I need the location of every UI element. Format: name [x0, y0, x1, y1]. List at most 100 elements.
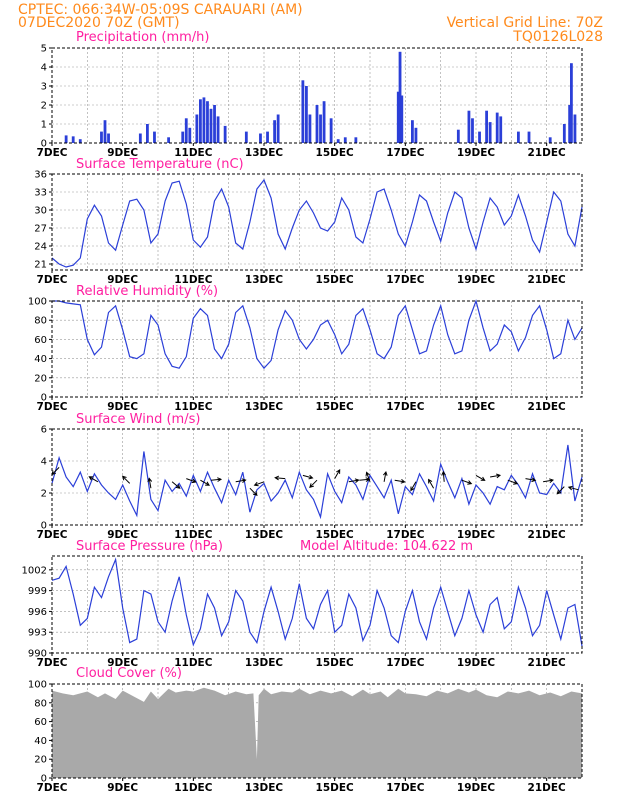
wind-direction-arrow	[274, 475, 286, 481]
y-tick-label: 100	[28, 297, 47, 308]
relative-humidity-panel: Relative Humidity (%) 0 20 40 60 80 100 7DEC 9D…	[28, 284, 583, 413]
y-tick-label: 27	[34, 224, 47, 235]
precip-bar	[517, 131, 520, 143]
wind-direction-arrow	[461, 479, 473, 485]
x-tick-label: 7DEC	[37, 274, 68, 286]
x-tick-label: 15DEC	[316, 274, 355, 286]
precip-bar	[414, 127, 418, 143]
precip-bar	[400, 95, 404, 143]
x-tick-label: 19DEC	[457, 147, 496, 159]
wind-direction-arrow	[410, 481, 417, 492]
x-tick-label: 11DEC	[174, 782, 213, 794]
precip-bar	[276, 114, 280, 143]
precip-bar	[343, 137, 347, 143]
rh-series-line	[52, 299, 583, 370]
x-tick-label: 13DEC	[245, 529, 284, 541]
x-tick-label: 9DEC	[107, 274, 138, 286]
x-tick-label: 17DEC	[386, 657, 425, 669]
x-tick-label: 19DEC	[457, 657, 496, 669]
x-tick-label: 9DEC	[107, 657, 138, 669]
x-tick-label: 11DEC	[174, 274, 213, 286]
wind-direction-arrow	[567, 485, 579, 491]
precip-bar	[100, 131, 103, 143]
y-tick-label: 990	[28, 649, 47, 660]
y-tick-label: 6	[41, 425, 47, 436]
y-tick-label: 40	[34, 354, 47, 365]
wind-direction-arrow	[383, 470, 388, 482]
x-tick-label: 17DEC	[386, 529, 425, 541]
precip-bar	[184, 118, 188, 143]
wind-direction-arrow	[121, 475, 131, 484]
precip-bar	[273, 120, 276, 143]
precip-bar	[456, 129, 460, 143]
precip-bar	[107, 133, 110, 143]
x-tick-label: 21DEC	[528, 657, 567, 669]
wind-direction-arrow	[365, 471, 371, 482]
y-tick-label: 5	[41, 44, 47, 55]
x-tick-label: 19DEC	[457, 782, 496, 794]
x-tick-label: 15DEC	[316, 657, 355, 669]
surface-wind-title: Surface Wind (m/s)	[76, 412, 200, 427]
y-tick-label: 60	[34, 335, 47, 346]
surface-pressure-title: Surface Pressure (hPa)	[76, 539, 223, 554]
precip-bar	[319, 114, 322, 143]
x-tick-label: 17DEC	[386, 401, 425, 413]
surface-pressure-panel: Surface Pressure (hPa) Model Altitude: 1…	[22, 539, 583, 669]
x-tick-label: 9DEC	[107, 529, 138, 541]
x-tick-label: 13DEC	[245, 657, 284, 669]
wind-direction-arrow	[147, 477, 153, 489]
precip-bar	[322, 101, 326, 143]
precip-bar	[411, 120, 414, 143]
x-tick-label: 7DEC	[37, 529, 68, 541]
x-tick-label: 7DEC	[37, 657, 68, 669]
y-tick-label: 2	[41, 101, 47, 112]
wind-direction-arrow	[302, 474, 314, 480]
precip-bar	[329, 118, 333, 143]
precip-bar	[467, 110, 471, 143]
cloud-frame	[51, 683, 583, 779]
x-tick-label: 19DEC	[457, 401, 496, 413]
x-tick-label: 11DEC	[174, 401, 213, 413]
precip-bar	[153, 131, 156, 143]
wind-direction-arrow	[235, 478, 247, 483]
y-tick-label: 21	[34, 260, 47, 271]
y-tick-label: 60	[34, 717, 47, 728]
precip-bar	[527, 131, 531, 143]
y-tick-label: 4	[41, 457, 47, 468]
wind-direction-arrow	[186, 478, 197, 484]
wind-direction-arrow	[441, 470, 446, 482]
y-tick-label: 0	[41, 774, 47, 785]
wind-direction-arrow	[171, 481, 181, 489]
x-tick-label: 11DEC	[174, 147, 213, 159]
precip-bar	[398, 51, 402, 143]
precip-bar	[308, 114, 312, 143]
precipitation-title: Precipitation (mm/h)	[76, 30, 209, 45]
precip-bar	[195, 114, 199, 143]
wind-direction-arrow	[334, 468, 341, 479]
y-tick-label: 0	[41, 393, 47, 404]
wind-direction-arrow	[525, 477, 537, 483]
precip-bar	[266, 131, 269, 143]
y-tick-label: 36	[34, 170, 47, 181]
precip-bar	[213, 105, 216, 143]
precip-bar	[206, 101, 209, 143]
precip-bar	[259, 133, 262, 143]
wind-direction-arrow	[88, 476, 99, 483]
precip-bar	[202, 97, 206, 143]
precip-bar	[301, 80, 305, 143]
rh-frame	[51, 300, 583, 398]
x-tick-label: 17DEC	[386, 147, 425, 159]
x-tick-label: 21DEC	[528, 782, 567, 794]
x-tick-label: 13DEC	[245, 782, 284, 794]
x-tick-label: 21DEC	[528, 147, 567, 159]
x-tick-label: 15DEC	[316, 782, 355, 794]
wind-direction-arrow	[475, 474, 486, 481]
wind-series-line	[51, 444, 583, 520]
precip-bar	[199, 99, 202, 143]
model-altitude-label: Model Altitude: 104.622 m	[300, 539, 473, 554]
surface-temperature-panel: Surface Temperature (nC) 21 24 27 30 33 36 7DE…	[34, 157, 583, 286]
precip-bar	[478, 131, 481, 143]
precip-bar	[485, 110, 488, 143]
x-tick-label: 11DEC	[174, 529, 213, 541]
